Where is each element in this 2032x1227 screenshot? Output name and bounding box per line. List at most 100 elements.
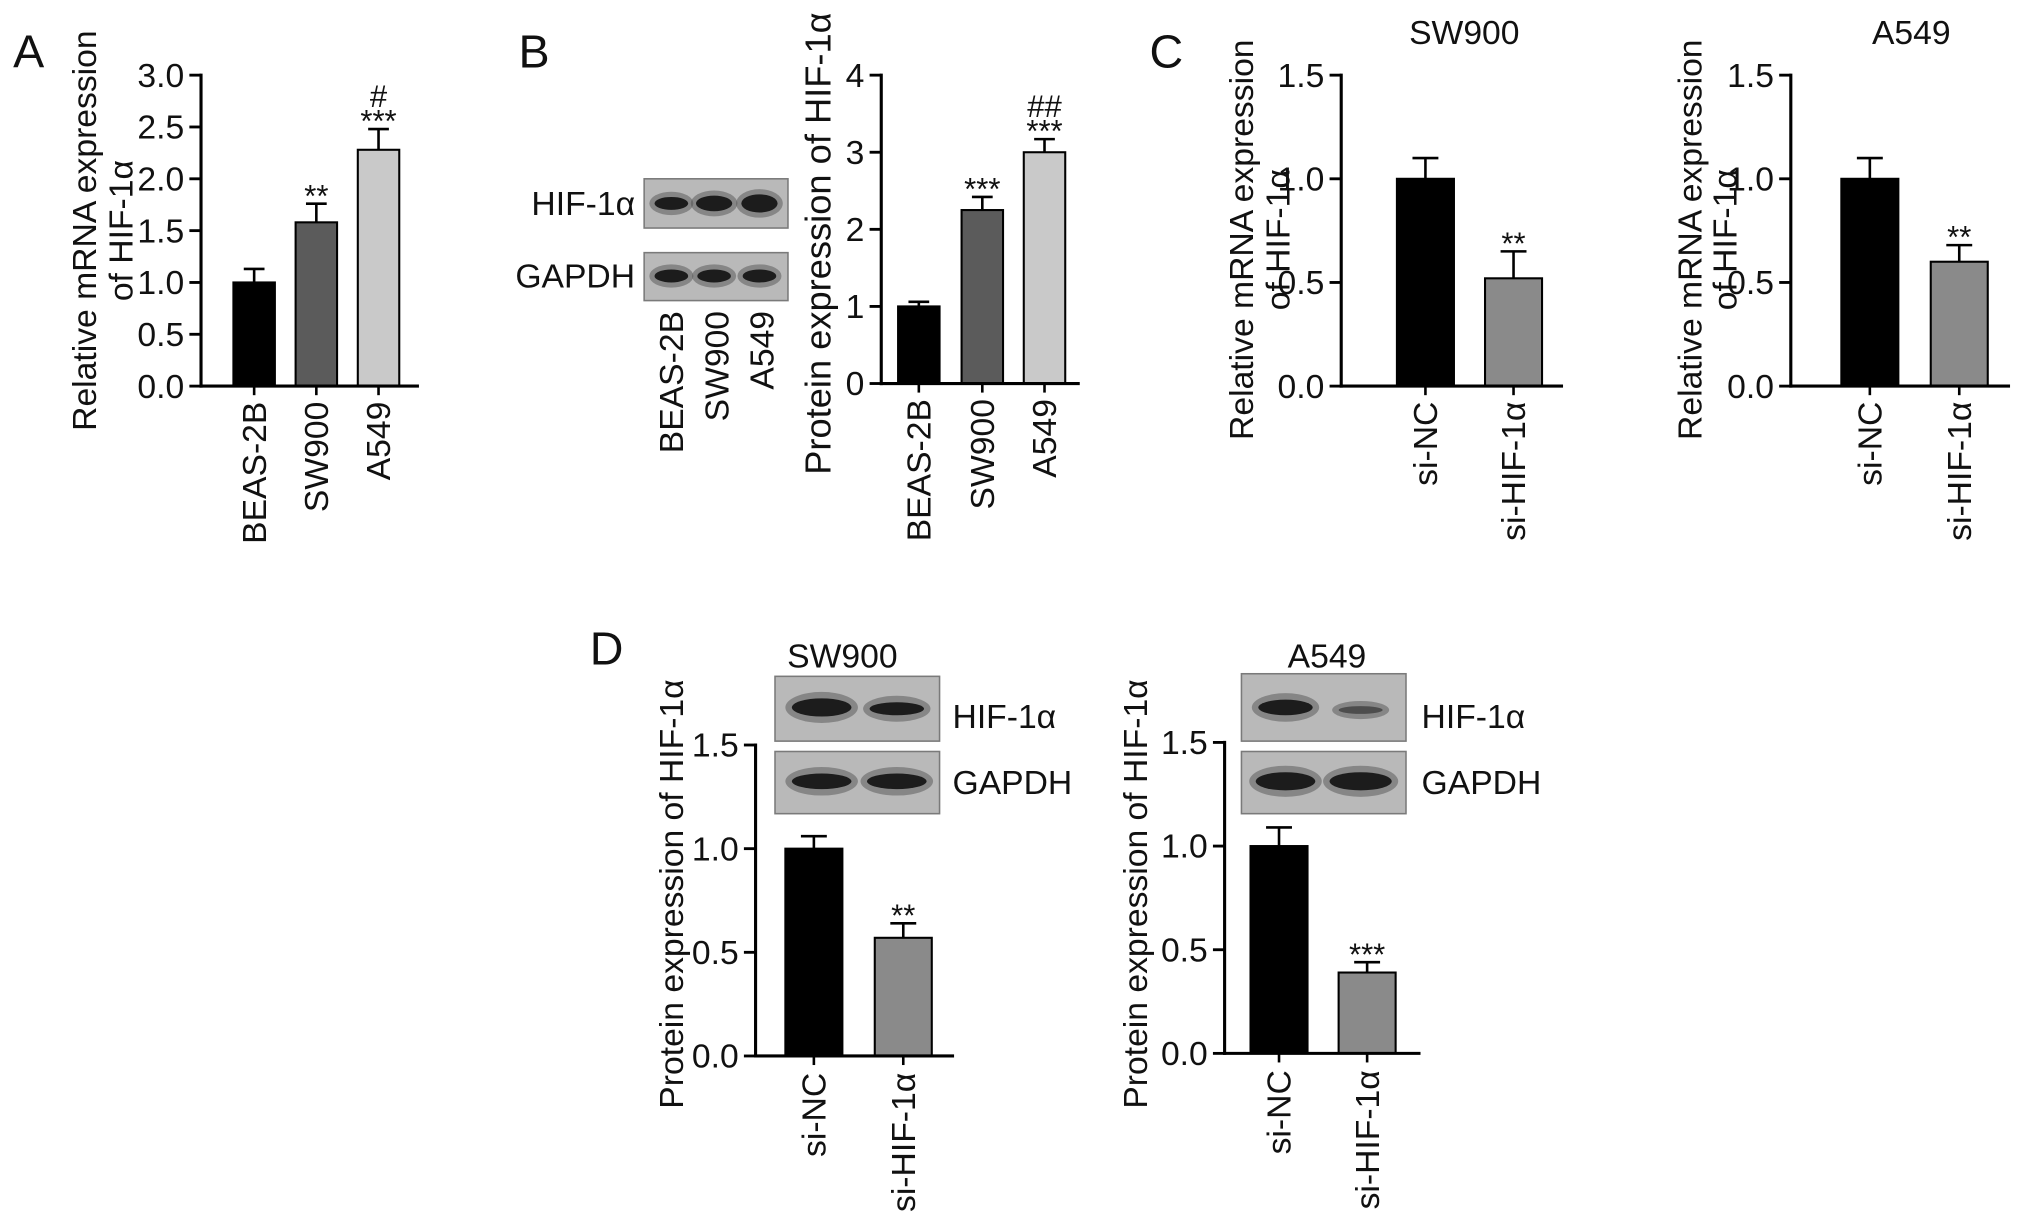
chart-c-sw900-x-tick-label-si-nc: si-NC xyxy=(1408,402,1445,486)
chart-d-a549-y-tick-label: 0.5 xyxy=(1161,932,1208,969)
chart-c-a549-x-tick-label-si-hif-1: si-HIF-1α xyxy=(1942,402,1979,541)
chart-a-mrna-cell-lines: Relative mRNA expression of HIF-1α 0.0 0.5 1… xyxy=(67,30,419,544)
chart-d-sw900-bar-si-hif-1 xyxy=(873,936,933,1058)
chart-a-significance-a549: # xyxy=(370,79,388,114)
chart-b-bar-sw900 xyxy=(960,209,1005,385)
chart-c-a549-y-tick-label: 1.5 xyxy=(1727,58,1774,95)
blot-row-label-hif-1a: HIF-1α xyxy=(1422,699,1526,736)
chart-a-y-tick-label: 2.5 xyxy=(137,110,184,147)
chart-d-a549-y-axis-label: Protein expression of HIF-1α xyxy=(1118,679,1155,1108)
blot-band xyxy=(695,195,733,212)
chart-b-y-tick-label: 3 xyxy=(846,135,865,172)
blot-band xyxy=(741,194,778,213)
chart-d-a549-protein: A549 Protein expression of HIF-1α 0.0 0.5 1.… xyxy=(1118,638,1421,1209)
chart-d-sw900-y-tick-label: 0.0 xyxy=(692,1039,739,1076)
blot-band xyxy=(866,773,927,790)
chart-b-bar-a549 xyxy=(1022,151,1067,385)
blot-band xyxy=(1329,772,1392,791)
blot-band xyxy=(1255,772,1316,791)
chart-c-a549-significance-si-hif-1: ** xyxy=(1947,220,1971,255)
chart-b-x-tick-label-a549: A549 xyxy=(1027,399,1064,478)
blot-band xyxy=(1258,699,1313,716)
chart-a-y-tick-label: 1.5 xyxy=(137,213,184,250)
chart-d-a549-bar-si-nc xyxy=(1249,845,1309,1055)
chart-a-y-axis-label: of HIF-1α xyxy=(103,160,140,301)
chart-c-sw900-y-tick-label: 0.5 xyxy=(1278,265,1325,302)
chart-c-sw900-y-axis-label: of HIF-1α xyxy=(1260,169,1297,310)
blot-row-label-hif-1a: HIF-1α xyxy=(531,186,635,223)
chart-a-significance-a549: *** xyxy=(360,104,396,139)
chart-c-sw900-y-tick-label: 1.5 xyxy=(1278,58,1325,95)
blot-row-label-gapdh: GAPDH xyxy=(953,765,1073,802)
chart-a-bar-sw900 xyxy=(294,221,339,388)
chart-c-a549-y-tick-label: 0.5 xyxy=(1727,265,1774,302)
chart-d-sw900-protein: SW900 Protein expression of HIF-1α 0.0 0.5 1… xyxy=(654,638,955,1212)
panel-label-b: B xyxy=(518,25,549,77)
chart-d-sw900-y-tick-label: 0.5 xyxy=(692,935,739,972)
blot-band xyxy=(742,269,777,283)
blot-band xyxy=(654,196,689,210)
chart-a-y-tick-label: 1.0 xyxy=(137,265,184,302)
chart-a-y-tick-label: 0.0 xyxy=(137,369,184,406)
chart-c-a549-y-axis-label: Relative mRNA expression xyxy=(1672,39,1709,439)
chart-c-sw900-y-axis-label: Relative mRNA expression xyxy=(1224,39,1261,439)
chart-d-sw900-y-tick-label: 1.5 xyxy=(692,728,739,765)
blot-row-label-gapdh: GAPDH xyxy=(1422,765,1542,802)
blot-band xyxy=(654,269,689,283)
chart-c-sw900-significance-si-hif-1: ** xyxy=(1501,226,1525,261)
chart-d-sw900-x-tick-label-si-nc: si-NC xyxy=(797,1073,834,1157)
chart-b-y-tick-label: 1 xyxy=(846,289,865,326)
chart-d-a549-bar-si-hif-1 xyxy=(1337,971,1397,1055)
blot-lane-label: SW900 xyxy=(699,311,736,421)
chart-b-x-tick-label-beas-2b: BEAS-2B xyxy=(901,399,938,541)
chart-b-significance-a549: *** xyxy=(1026,114,1062,149)
chart-c-a549-bar-si-hif-1 xyxy=(1929,260,1989,388)
chart-a-bar-beas-2b xyxy=(232,281,276,388)
blot-row-label-gapdh: GAPDH xyxy=(515,259,635,296)
chart-c-a549-y-axis-label: of HIF-1α xyxy=(1707,169,1744,310)
chart-c-sw900-mrna: SW900 Relative mRNA expression of HIF-1α0.… xyxy=(1224,15,1564,541)
blot-band xyxy=(791,698,852,717)
panel-label-d: D xyxy=(590,623,624,675)
chart-d-sw900-significance-si-hif-1: ** xyxy=(891,898,915,933)
chart-d-sw900-title: SW900 xyxy=(787,638,897,675)
western-blot-panel-b: HIF-1α GAPDH BEAS-2B SW900 A549 xyxy=(515,178,789,453)
chart-c-sw900-y-tick-label: 1.0 xyxy=(1278,161,1325,198)
chart-c-sw900-title: SW900 xyxy=(1409,15,1519,52)
chart-d-a549-x-tick-label-si-nc: si-NC xyxy=(1262,1070,1299,1154)
panel-label-c: C xyxy=(1149,25,1183,77)
blot-band xyxy=(1338,706,1383,714)
chart-c-sw900-bar-si-hif-1 xyxy=(1483,277,1544,388)
blot-band xyxy=(697,269,731,283)
chart-a-significance-sw900: ** xyxy=(304,178,328,213)
chart-b-significance-sw900: *** xyxy=(964,172,1000,207)
chart-c-sw900-bar-si-nc xyxy=(1395,177,1455,388)
chart-b-significance-a549: ## xyxy=(1027,89,1062,124)
chart-d-a549-significance-si-hif-1: *** xyxy=(1349,937,1385,972)
chart-c-sw900-x-tick-label-si-hif-1: si-HIF-1α xyxy=(1496,402,1533,541)
chart-d-a549-y-tick-label: 0.0 xyxy=(1161,1036,1208,1073)
blot-band xyxy=(869,702,925,716)
chart-d-a549-y-tick-label: 1.0 xyxy=(1161,829,1208,866)
chart-b-bar-beas-2b xyxy=(897,305,941,385)
chart-c-a549-x-tick-label-si-nc: si-NC xyxy=(1853,402,1890,486)
blot-band xyxy=(791,773,852,790)
chart-a-y-axis-label: Relative mRNA expression xyxy=(67,30,104,430)
chart-b-y-tick-label: 0 xyxy=(846,366,865,403)
chart-a-bar-a549 xyxy=(356,148,401,388)
chart-a-y-tick-label: 0.5 xyxy=(137,317,184,354)
chart-a-x-tick-label-sw900: SW900 xyxy=(299,402,336,512)
western-blot-panel-d-sw900: HIF-1α GAPDH xyxy=(774,675,1073,815)
blot-lane-label: A549 xyxy=(745,311,782,390)
chart-a-x-tick-label-a549: A549 xyxy=(361,402,398,481)
chart-a-x-tick-label-beas-2b: BEAS-2B xyxy=(237,402,274,544)
chart-b-y-axis-label: Protein expression of HIF-1α xyxy=(798,12,839,474)
chart-a-y-tick-label: 2.0 xyxy=(137,161,184,198)
chart-a-y-tick-label: 3.0 xyxy=(137,58,184,95)
chart-d-sw900-bar-si-nc xyxy=(784,847,844,1058)
chart-c-a549-y-tick-label: 0.0 xyxy=(1727,369,1774,406)
chart-c-a549-bar-si-nc xyxy=(1840,177,1900,388)
western-blot-panel-d-a549: HIF-1α GAPDH xyxy=(1240,672,1542,815)
